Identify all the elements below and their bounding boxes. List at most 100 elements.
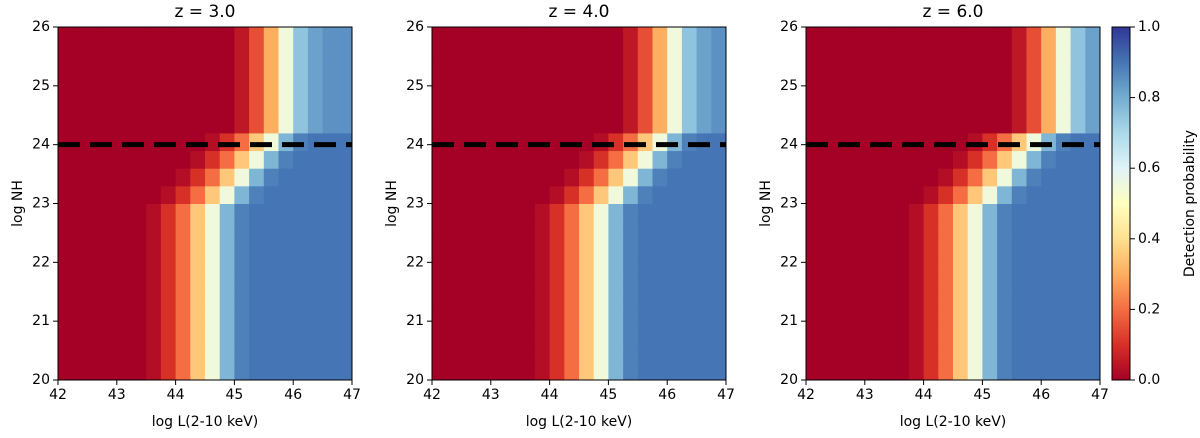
heatmap-cell <box>982 150 998 169</box>
heatmap-cell <box>234 44 250 63</box>
heatmap-cell <box>894 221 910 240</box>
heatmap-cell <box>623 115 639 134</box>
heatmap-cell <box>982 97 998 116</box>
heatmap-cell <box>476 185 492 204</box>
heatmap-cell <box>938 327 954 346</box>
heatmap-cell <box>820 97 836 116</box>
heatmap-cell <box>490 344 506 363</box>
heatmap-cell <box>1070 221 1086 240</box>
heatmap-cell <box>160 185 177 204</box>
heatmap-cell <box>490 203 506 222</box>
heatmap-cell <box>476 168 492 187</box>
heatmap-cell <box>72 309 88 328</box>
heatmap-cell <box>711 327 727 346</box>
heatmap-cell <box>278 238 294 257</box>
heatmap-cell <box>564 203 580 222</box>
heatmap-cell <box>520 344 536 363</box>
heatmap-cell <box>263 327 279 346</box>
heatmap-cell <box>997 256 1013 275</box>
heatmap-cell <box>1055 27 1072 46</box>
y-tick-label: 20 <box>780 372 798 388</box>
heatmap-cell <box>263 256 279 275</box>
heatmap-cell <box>564 344 580 363</box>
heatmap-cell <box>850 256 866 275</box>
heatmap-cell <box>263 203 279 222</box>
heatmap-cell <box>593 327 609 346</box>
heatmap-cell <box>982 274 998 293</box>
heatmap-cell <box>72 115 88 134</box>
heatmap-cell <box>564 168 580 187</box>
heatmap-cell <box>953 150 969 169</box>
heatmap-cell <box>608 62 624 81</box>
heatmap-cell <box>667 62 683 81</box>
heatmap-cell <box>476 44 492 63</box>
heatmap-cell <box>997 362 1013 381</box>
heatmap-cell <box>953 185 969 204</box>
heatmap-cell <box>894 44 910 63</box>
heatmap-cell <box>1070 168 1086 187</box>
heatmap-cell <box>835 44 851 63</box>
heatmap-cell <box>608 256 624 275</box>
heatmap-cell <box>131 203 147 222</box>
heatmap-cell <box>1026 362 1042 381</box>
heatmap-cell <box>953 344 969 363</box>
heatmap-cell <box>293 185 309 204</box>
chart-title: z = 3.0 <box>174 2 235 22</box>
heatmap-cell <box>307 221 324 240</box>
heatmap-cell <box>1041 238 1057 257</box>
heatmap-cell <box>938 238 954 257</box>
heatmap-cell <box>234 97 250 116</box>
heatmap-cell <box>1026 327 1042 346</box>
heatmap-cell <box>1070 44 1086 63</box>
heatmap-cell <box>146 362 162 381</box>
heatmap-cell <box>623 291 639 310</box>
heatmap-cell <box>490 168 506 187</box>
heatmap-cell <box>476 150 492 169</box>
heatmap-cell <box>667 203 683 222</box>
heatmap-cell <box>579 274 595 293</box>
heatmap-cell <box>997 291 1013 310</box>
heatmap-cell <box>337 309 353 328</box>
heatmap-cell <box>446 115 462 134</box>
heatmap-cell <box>997 238 1013 257</box>
heatmap-cell <box>864 185 880 204</box>
heatmap-cell <box>894 238 910 257</box>
heatmap-cell <box>820 256 836 275</box>
heatmap-cell <box>205 132 221 152</box>
heatmap-cell <box>1070 362 1086 381</box>
heatmap-cell <box>307 327 324 346</box>
heatmap-cell <box>476 274 492 293</box>
heatmap-cell <box>652 309 668 328</box>
heatmap-cell <box>579 62 595 81</box>
heatmap-cell <box>87 203 103 222</box>
heatmap-cell <box>278 79 294 99</box>
heatmap-cell <box>1085 291 1101 310</box>
heatmap-cell <box>307 274 324 293</box>
heatmap-cell <box>1085 185 1101 204</box>
heatmap-cell <box>938 115 954 134</box>
heatmap-cell <box>967 27 983 46</box>
heatmap-cell <box>219 291 235 310</box>
heatmap-cell <box>879 291 895 310</box>
heatmap-cell <box>1026 150 1042 169</box>
heatmap-cell <box>923 132 939 152</box>
heatmap-cell <box>938 203 954 222</box>
heatmap-cell <box>864 256 880 275</box>
heatmap-cell <box>593 344 609 363</box>
heatmap-cell <box>278 185 294 204</box>
heatmap-cell <box>835 185 851 204</box>
heatmap-cell <box>432 62 448 81</box>
heatmap-cell <box>337 185 353 204</box>
heatmap-cell <box>637 115 653 134</box>
heatmap-cell <box>446 221 462 240</box>
heatmap-cell <box>579 221 595 240</box>
heatmap-cell <box>850 79 866 99</box>
heatmap-cell <box>564 221 580 240</box>
heatmap-cell <box>102 344 118 363</box>
heatmap-cell <box>894 132 910 152</box>
heatmap-cell <box>608 238 624 257</box>
heatmap-cell <box>637 168 653 187</box>
heatmap-cell <box>337 27 353 46</box>
heatmap-cell <box>681 256 698 275</box>
heatmap-cell <box>1011 256 1027 275</box>
